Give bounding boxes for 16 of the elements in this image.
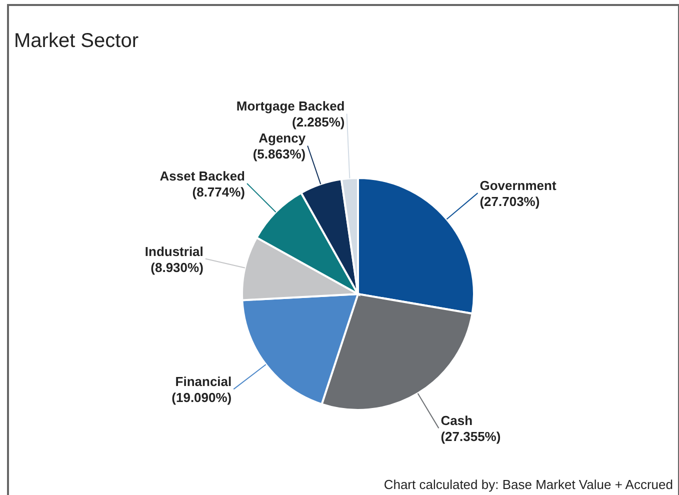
data-label: (5.863%) xyxy=(252,146,306,162)
data-label: (8.774%) xyxy=(192,184,246,200)
data-label: (27.355%) xyxy=(440,429,501,444)
data-label: (8.930%) xyxy=(150,260,204,275)
data-label: (19.090%) xyxy=(172,390,232,406)
slice-label: Asset Backed xyxy=(160,168,246,184)
data-label: (27.703%) xyxy=(480,194,540,210)
text: Chart calculated by: Base Market Value + Accrued xyxy=(384,477,673,492)
slice-label: Cash xyxy=(440,413,473,428)
slice-label: Financial xyxy=(175,374,232,390)
slice-label: Mortgage Backed xyxy=(236,98,345,114)
slice-label: Industrial xyxy=(144,244,204,259)
slice-label: Agency xyxy=(258,130,306,146)
slice-label: Government xyxy=(480,178,557,194)
data-label: (2.285%) xyxy=(292,114,345,130)
chart-title: Market Sector xyxy=(14,30,139,52)
